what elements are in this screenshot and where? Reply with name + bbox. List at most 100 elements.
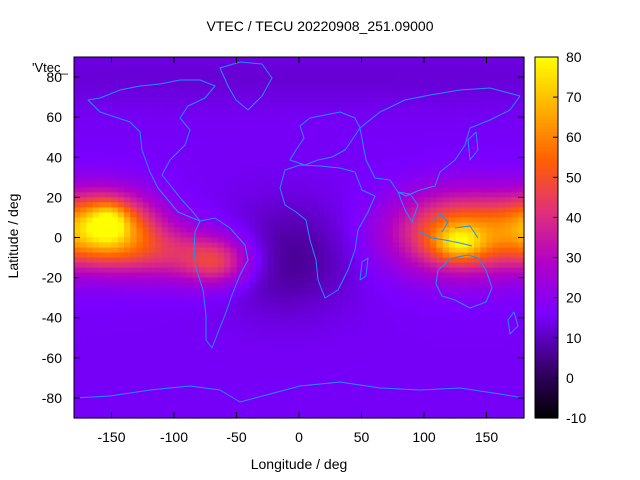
heatmap-cell <box>86 102 94 108</box>
heatmap-cell <box>336 192 344 198</box>
heatmap-cell <box>474 127 481 133</box>
heatmap-cell <box>130 362 138 369</box>
heatmap-cell <box>492 272 500 279</box>
heatmap-cell <box>211 97 219 103</box>
heatmap-cell <box>455 192 463 198</box>
heatmap-cell <box>374 112 381 118</box>
heatmap-cell <box>149 67 156 73</box>
heatmap-cell <box>305 212 313 219</box>
heatmap-cell <box>392 92 400 98</box>
heatmap-cell <box>142 247 150 254</box>
heatmap-cell <box>274 342 281 349</box>
heatmap-cell <box>480 257 488 264</box>
heatmap-cell <box>211 242 219 249</box>
heatmap-cell <box>192 337 200 344</box>
heatmap-cell <box>399 337 406 344</box>
heatmap-cell <box>380 312 388 319</box>
heatmap-cell <box>492 97 500 103</box>
heatmap-cell <box>342 152 350 158</box>
heatmap-cell <box>361 132 369 138</box>
heatmap-cell <box>336 132 344 138</box>
heatmap-cell <box>411 182 419 188</box>
heatmap-cell <box>111 217 119 224</box>
heatmap-cell <box>155 227 163 234</box>
heatmap-cell <box>280 267 288 274</box>
heatmap-cell <box>480 317 488 324</box>
heatmap-cell <box>405 332 413 339</box>
heatmap-cell <box>224 132 231 138</box>
heatmap-cell <box>374 327 381 334</box>
heatmap-cell <box>467 297 475 304</box>
heatmap-cell <box>455 377 463 384</box>
heatmap-cell <box>180 382 188 389</box>
heatmap-cell <box>392 147 400 153</box>
heatmap-cell <box>205 342 213 349</box>
heatmap-cell <box>255 192 263 198</box>
heatmap-cell <box>467 212 475 219</box>
heatmap-cell <box>261 137 269 143</box>
heatmap-cell <box>92 102 100 108</box>
heatmap-cell <box>136 322 144 329</box>
heatmap-cell <box>117 112 125 118</box>
heatmap-cell <box>105 222 113 229</box>
heatmap-cell <box>224 122 231 128</box>
heatmap-cell <box>74 277 81 284</box>
heatmap-cell <box>124 287 131 294</box>
heatmap-cell <box>211 322 219 329</box>
heatmap-cell <box>230 222 238 229</box>
heatmap-cell <box>292 332 300 339</box>
heatmap-cell <box>236 212 244 219</box>
heatmap-cell <box>130 352 138 359</box>
heatmap-cell <box>180 187 188 193</box>
heatmap-cell <box>286 337 294 344</box>
heatmap-cell <box>99 202 106 209</box>
heatmap-cell <box>80 67 88 73</box>
heatmap-cell <box>430 357 438 364</box>
heatmap-cell <box>330 267 338 274</box>
heatmap-cell <box>499 102 506 108</box>
heatmap-cell <box>199 227 206 234</box>
heatmap-cell <box>174 182 181 188</box>
heatmap-cell <box>99 302 106 309</box>
heatmap-cell <box>117 297 125 304</box>
heatmap-cell <box>92 137 100 143</box>
heatmap-cell <box>205 92 213 98</box>
heatmap-cell <box>186 317 194 324</box>
heatmap-cell <box>99 167 106 173</box>
heatmap-cell <box>230 377 238 384</box>
heatmap-cell <box>186 357 194 364</box>
heatmap-cell <box>211 212 219 219</box>
heatmap-cell <box>361 207 369 214</box>
heatmap-cell <box>380 152 388 158</box>
heatmap-cell <box>242 72 250 78</box>
heatmap-cell <box>286 152 294 158</box>
heatmap-cell <box>505 332 513 339</box>
heatmap-cell <box>399 112 406 118</box>
heatmap-cell <box>517 57 525 63</box>
heatmap-cell <box>111 327 119 334</box>
heatmap-cell <box>455 162 463 168</box>
heatmap-cell <box>392 112 400 118</box>
heatmap-cell <box>161 172 169 178</box>
heatmap-cell <box>474 367 481 374</box>
heatmap-cell <box>155 72 163 78</box>
heatmap-cell <box>242 102 250 108</box>
heatmap-cell <box>74 237 81 244</box>
heatmap-cell <box>249 402 256 409</box>
heatmap-cell <box>249 167 256 173</box>
heatmap-cell <box>92 222 100 229</box>
heatmap-cell <box>267 367 275 374</box>
heatmap-cell <box>517 157 525 163</box>
heatmap-cell <box>230 247 238 254</box>
heatmap-cell <box>511 112 519 118</box>
heatmap-cell <box>167 262 175 269</box>
heatmap-cell <box>186 267 194 274</box>
heatmap-cell <box>230 232 238 239</box>
heatmap-cell <box>249 242 256 249</box>
heatmap-cell <box>261 317 269 324</box>
heatmap-cell <box>92 127 100 133</box>
heatmap-cell <box>255 92 263 98</box>
heatmap-cell <box>267 147 275 153</box>
heatmap-cell <box>280 342 288 349</box>
heatmap-cell <box>411 117 419 123</box>
